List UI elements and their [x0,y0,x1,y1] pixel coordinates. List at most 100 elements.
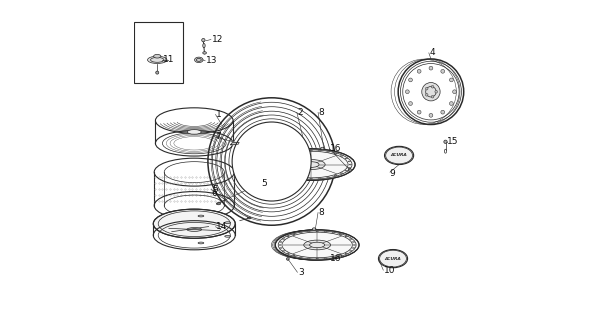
Text: 5: 5 [262,179,267,188]
Text: 2: 2 [297,108,303,117]
Ellipse shape [282,250,285,251]
Ellipse shape [345,236,347,237]
Text: 15: 15 [447,137,458,146]
Ellipse shape [272,167,274,168]
Ellipse shape [384,146,413,164]
Circle shape [156,71,159,74]
Ellipse shape [345,158,348,159]
Ellipse shape [148,56,167,63]
Circle shape [444,140,447,143]
Text: 4: 4 [429,48,435,57]
Circle shape [441,110,445,114]
Text: 9: 9 [389,169,395,178]
Text: 16: 16 [330,254,342,263]
Text: 14: 14 [216,222,228,231]
Ellipse shape [319,150,321,151]
Ellipse shape [339,255,342,256]
Text: 1: 1 [216,110,222,119]
Ellipse shape [332,257,334,258]
Ellipse shape [349,164,351,165]
Ellipse shape [334,153,337,154]
Circle shape [449,102,453,105]
Ellipse shape [301,178,304,179]
Ellipse shape [216,203,220,205]
Text: 11: 11 [163,55,174,64]
Ellipse shape [327,151,330,152]
Ellipse shape [348,167,350,168]
Ellipse shape [274,170,277,171]
Ellipse shape [378,250,407,268]
Ellipse shape [316,258,318,259]
Ellipse shape [188,130,202,134]
Ellipse shape [339,255,342,258]
Ellipse shape [293,234,295,235]
Text: 6: 6 [212,189,218,198]
Ellipse shape [272,161,274,162]
Circle shape [429,113,433,117]
Text: 13: 13 [206,56,217,65]
Ellipse shape [308,231,310,232]
Circle shape [453,90,456,94]
Ellipse shape [198,215,204,217]
Ellipse shape [248,217,251,219]
Ellipse shape [301,150,304,151]
Ellipse shape [332,232,334,233]
Ellipse shape [303,144,306,147]
Ellipse shape [282,239,285,240]
Ellipse shape [300,257,302,258]
Ellipse shape [350,250,352,251]
Ellipse shape [350,239,352,240]
Circle shape [417,69,421,73]
Ellipse shape [287,258,289,260]
Ellipse shape [198,242,204,244]
Ellipse shape [195,57,203,63]
Ellipse shape [310,150,313,151]
Ellipse shape [267,149,355,180]
Circle shape [426,93,428,96]
Circle shape [435,91,438,93]
Ellipse shape [312,228,316,230]
Ellipse shape [287,236,289,237]
Ellipse shape [319,178,321,179]
Text: ACURA: ACURA [391,154,407,157]
Ellipse shape [327,177,330,178]
Ellipse shape [341,173,343,174]
Ellipse shape [324,258,327,259]
Ellipse shape [203,52,206,54]
Text: 5: 5 [212,185,218,194]
Ellipse shape [348,161,350,162]
Ellipse shape [279,155,282,156]
Ellipse shape [293,151,296,152]
Ellipse shape [276,230,359,260]
Ellipse shape [279,173,282,174]
Circle shape [422,83,440,101]
Ellipse shape [285,153,288,154]
Ellipse shape [225,222,231,223]
Ellipse shape [271,164,273,165]
Circle shape [429,66,433,70]
Text: 7: 7 [215,132,221,141]
Text: 12: 12 [212,35,223,44]
Ellipse shape [308,258,310,259]
Ellipse shape [279,244,281,245]
Circle shape [431,85,434,88]
Ellipse shape [353,244,356,245]
Bar [135,22,183,83]
Ellipse shape [274,158,277,159]
Ellipse shape [300,232,302,233]
Polygon shape [231,142,239,145]
Ellipse shape [304,240,331,250]
Text: 3: 3 [298,268,304,277]
Ellipse shape [154,209,236,238]
Ellipse shape [285,175,288,176]
Ellipse shape [232,122,311,201]
Ellipse shape [293,255,295,256]
Circle shape [409,102,412,105]
Text: 16: 16 [330,144,342,153]
Ellipse shape [310,178,313,179]
Text: 8: 8 [319,208,324,217]
Circle shape [417,110,421,114]
Ellipse shape [293,177,296,178]
Ellipse shape [334,175,337,176]
Ellipse shape [225,236,231,237]
